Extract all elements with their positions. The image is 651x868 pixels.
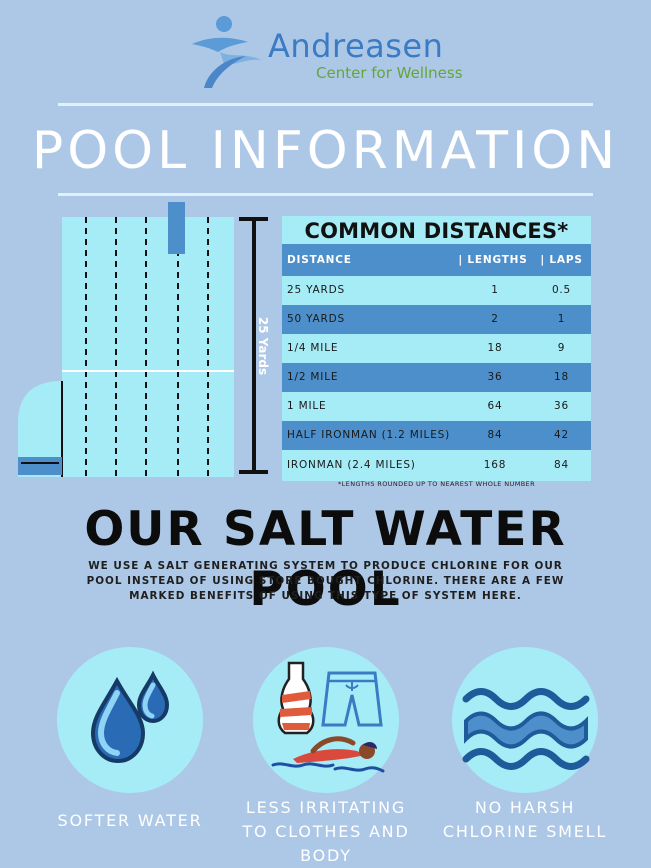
benefit-circle-less-irritating (253, 647, 399, 793)
pool-water (62, 217, 234, 477)
cell-distance: IRONMAN (2.4 MILES) (287, 459, 416, 471)
cell-laps: 1 (557, 313, 566, 325)
benefit-line: TO CLOTHES AND BODY (242, 822, 410, 865)
table-row: 1/4 MILE 18 9 (282, 334, 591, 363)
water-drops-icon (90, 670, 170, 764)
benefit-line: NO HARSH (474, 798, 576, 817)
cell-lengths: 1 (491, 284, 499, 296)
benefit-line: CHLORINE SMELL (442, 822, 608, 841)
pool-diagram: 25 Yards (18, 202, 270, 477)
salt-section-description: WE USE A SALT GENERATING SYSTEM TO PRODU… (86, 560, 565, 602)
benefit-line: LESS IRRITATING (245, 798, 407, 817)
cell-lengths: 36 (487, 371, 503, 383)
logo: Andreasen Center for Wellness (190, 14, 470, 90)
cell-distance: 1/4 MILE (287, 342, 339, 354)
cell-lengths: 2 (491, 313, 499, 325)
cell-distance: 1 MILE (287, 400, 327, 412)
cell-laps: 0.5 (551, 284, 572, 296)
waves-icon (462, 688, 590, 770)
benefit-circle-softer-water (57, 647, 203, 793)
logo-subtitle: Center for Wellness (316, 64, 463, 82)
logo-name: Andreasen (268, 27, 444, 65)
lane-marker (168, 202, 185, 254)
header-laps: | LAPS (540, 254, 583, 266)
length-bracket (239, 217, 268, 474)
cell-distance: HALF IRONMAN (1.2 MILES) (287, 429, 450, 441)
swim-shorts-icon (321, 671, 383, 727)
benefit-circle-no-harsh-smell (452, 647, 598, 793)
header-lengths: | LENGTHS (458, 254, 528, 266)
table-footnote: *LENGTHS ROUNDED UP TO NEAREST WHOLE NUM… (338, 480, 535, 488)
pool-steps (18, 381, 62, 477)
cell-laps: 9 (557, 342, 566, 354)
divider-bottom (58, 193, 593, 196)
table-header: DISTANCE | LENGTHS | LAPS (282, 244, 591, 276)
table-row: 50 YARDS 2 1 (282, 305, 591, 334)
cell-laps: 36 (554, 400, 569, 412)
page-title: POOL INFORMATION (31, 121, 620, 181)
benefit-line: SOFTER WATER (57, 811, 203, 830)
cell-lengths: 84 (487, 429, 503, 441)
cell-laps: 42 (554, 429, 569, 441)
benefit-label-less-irritating: LESS IRRITATING TO CLOTHES AND BODY (215, 796, 437, 868)
cell-laps: 18 (554, 371, 569, 383)
table-row: 1/2 MILE 36 18 (282, 363, 591, 392)
table-title: COMMON DISTANCES* (282, 216, 591, 244)
pool-steps-band (18, 457, 62, 475)
swimmer-icon (271, 736, 385, 773)
table-row: 25 YARDS 1 0.5 (282, 276, 591, 305)
pool-length-label: 25 Yards (256, 317, 270, 375)
swimwear-swimmer-icon (271, 661, 385, 773)
table-row: HALF IRONMAN (1.2 MILES) 84 42 (282, 421, 591, 450)
swimsuit-icon (277, 661, 315, 735)
table-row: 1 MILE 64 36 (282, 392, 591, 421)
salt-section-title: OUR SALT WATER POOL (84, 502, 567, 617)
table-row: IRONMAN (2.4 MILES) 168 84 (282, 450, 591, 481)
benefit-label-softer-water: SOFTER WATER (30, 809, 230, 833)
swimmer-logo-icon (192, 16, 262, 88)
divider-top (58, 103, 593, 106)
cell-laps: 84 (554, 459, 569, 471)
benefit-label-no-harsh-smell: NO HARSH CHLORINE SMELL (430, 796, 620, 844)
cell-distance: 1/2 MILE (287, 371, 339, 383)
cell-lengths: 18 (487, 342, 503, 354)
header-distance: DISTANCE (287, 254, 352, 266)
cell-lengths: 64 (487, 400, 503, 412)
cell-distance: 25 YARDS (287, 284, 345, 296)
common-distances-table: COMMON DISTANCES* DISTANCE | LENGTHS | L… (282, 216, 591, 481)
cell-lengths: 168 (483, 459, 507, 471)
cell-distance: 50 YARDS (287, 313, 345, 325)
